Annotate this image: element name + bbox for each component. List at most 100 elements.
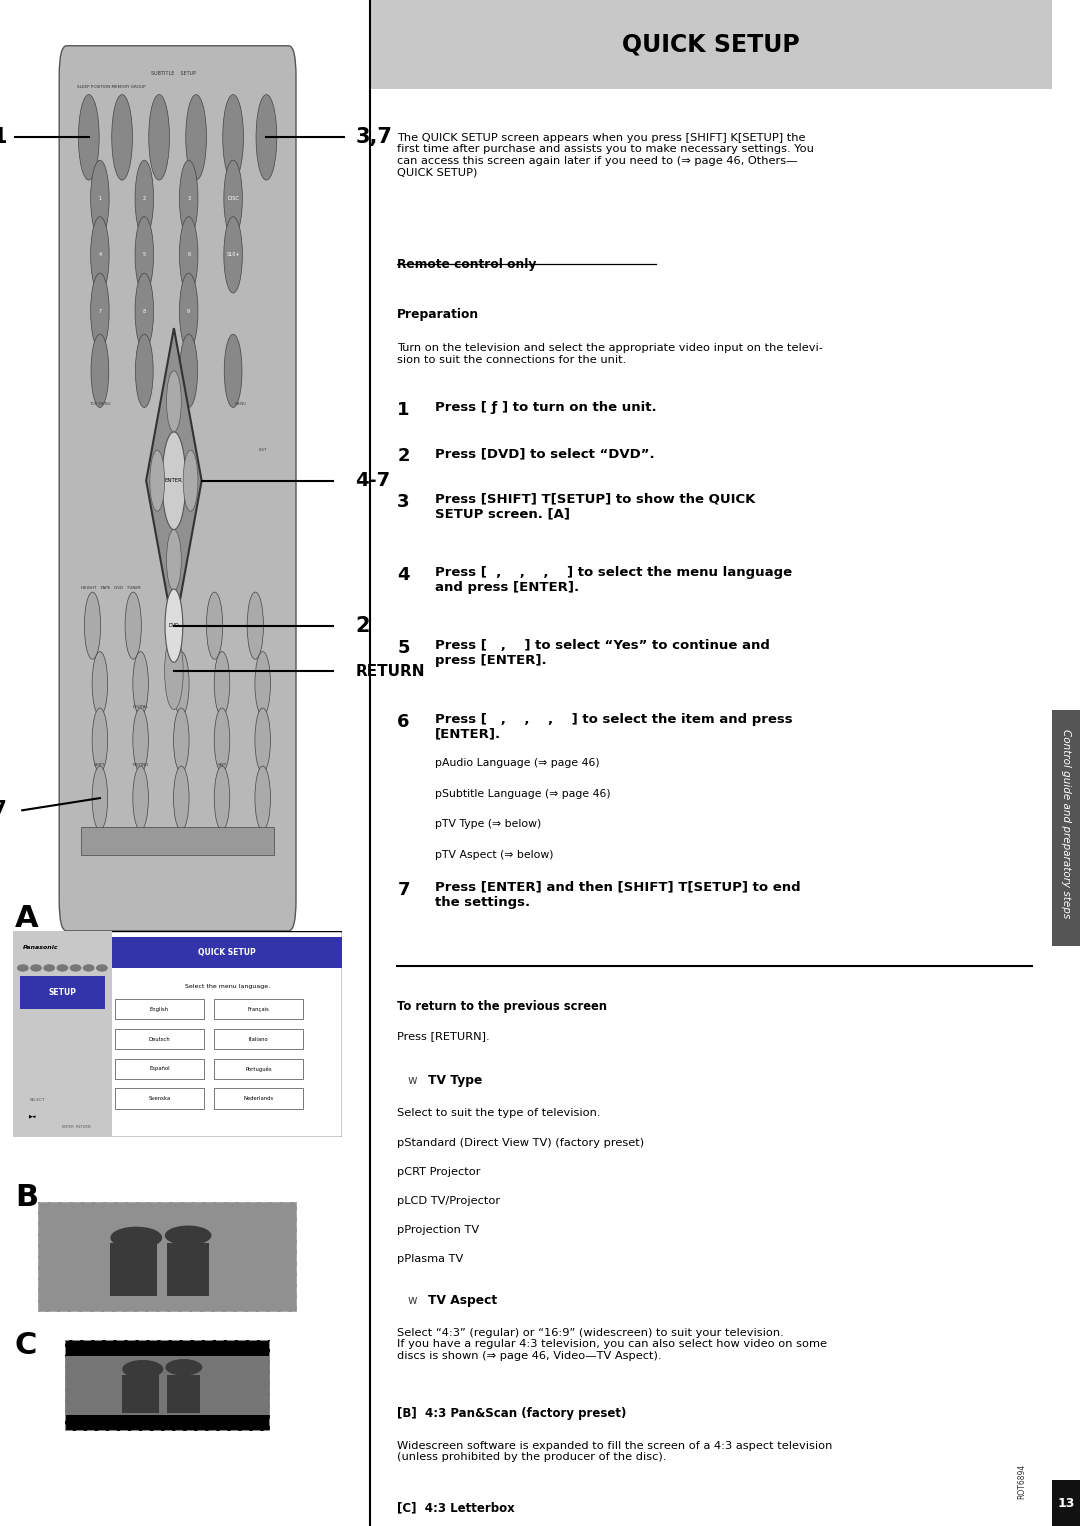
Text: pSubtitle Language (⇒ page 46): pSubtitle Language (⇒ page 46) [435,789,610,800]
Text: To return to the previous screen: To return to the previous screen [397,1000,607,1013]
Circle shape [135,334,153,407]
Circle shape [84,592,100,659]
Circle shape [165,592,183,659]
Bar [167,1244,208,1296]
Text: Français: Français [247,1007,269,1012]
Text: Widescreen software is expanded to fill the screen of a 4:3 aspect television
(u: Widescreen software is expanded to fill … [397,1441,833,1462]
Text: Preparation: Preparation [397,308,480,322]
Text: 13: 13 [1057,1497,1075,1509]
Bar [110,1244,157,1296]
Text: 1: 1 [397,401,409,420]
Text: pStandard (Direct View TV) (factory preset): pStandard (Direct View TV) (factory pres… [397,1138,645,1149]
Bar [116,1000,204,1019]
Text: Nederlands: Nederlands [243,1096,273,1102]
Circle shape [184,450,198,511]
Circle shape [179,273,198,349]
Circle shape [111,95,133,180]
Circle shape [174,766,189,830]
Circle shape [91,273,109,349]
Circle shape [256,95,276,180]
Circle shape [255,708,270,772]
Circle shape [166,371,181,432]
Text: Select “4:3” (regular) or “16:9” (widescreen) to suit your television.
If you ha: Select “4:3” (regular) or “16:9” (widesc… [397,1328,827,1361]
Circle shape [91,217,109,293]
Text: Press [   ,    ,    ,    ] to select the item and press
[ENTER].: Press [ , , , ] to select the item and p… [435,713,793,740]
Text: pProjection TV: pProjection TV [397,1225,480,1236]
Text: SELECT: SELECT [29,1097,45,1102]
Text: Control guide and preparatory steps: Control guide and preparatory steps [1061,729,1071,919]
Circle shape [164,633,184,710]
Circle shape [135,217,153,293]
Bar [1052,1480,1080,1526]
Bar [214,1088,302,1109]
Text: Svenska: Svenska [148,1096,171,1102]
Text: A: A [15,903,39,934]
Text: HEIGHT   TAPE   DVD   TUNER: HEIGHT TAPE DVD TUNER [81,586,140,589]
Circle shape [180,334,198,407]
Text: SKIP: SKIP [217,763,227,766]
Circle shape [224,160,242,237]
Circle shape [222,95,243,180]
Text: Press [ ƒ ] to turn on the unit.: Press [ ƒ ] to turn on the unit. [435,401,657,415]
Text: Turn on the television and select the appropriate video input on the televi-
sio: Turn on the television and select the ap… [397,343,823,365]
Circle shape [165,589,183,662]
Circle shape [125,592,141,659]
Circle shape [225,334,242,407]
Text: SETUP: SETUP [49,989,77,996]
Text: Press [RETURN].: Press [RETURN]. [397,1032,490,1042]
Text: 8: 8 [143,308,146,314]
Text: English: English [150,1007,170,1012]
Text: TV Type: TV Type [428,1074,483,1088]
Circle shape [224,217,242,293]
Text: TOP MENU: TOP MENU [89,403,111,406]
Text: 6: 6 [187,252,190,258]
Text: RETURN: RETURN [355,664,424,679]
Text: 3,7: 3,7 [0,800,8,821]
Text: Español: Español [149,1067,170,1071]
Text: Press [ENTER] and then [SHIFT] T[SETUP] to end
the settings.: Press [ENTER] and then [SHIFT] T[SETUP] … [435,881,800,908]
Text: pLCD TV/Projector: pLCD TV/Projector [397,1196,500,1207]
Text: 3: 3 [187,195,190,201]
Text: Press [SHIFT] T[SETUP] to show the QUICK
SETUP screen. [A]: Press [SHIFT] T[SETUP] to show the QUICK… [435,493,755,520]
Text: 4-7: 4-7 [355,472,390,490]
Text: MUTING: MUTING [133,763,149,766]
Text: pTV Type (⇒ below): pTV Type (⇒ below) [435,819,541,830]
Text: QUICK SETUP: QUICK SETUP [622,32,800,56]
FancyBboxPatch shape [59,46,296,931]
Text: 5: 5 [397,639,409,658]
Circle shape [92,708,108,772]
Bar [116,1029,204,1050]
Circle shape [247,592,264,659]
Bar [81,827,274,855]
Text: Deutsch: Deutsch [149,1036,171,1042]
Text: 2: 2 [397,447,409,465]
Circle shape [91,160,109,237]
Text: SHIFT: SHIFT [94,763,106,766]
Circle shape [43,964,55,972]
Circle shape [83,964,95,972]
Text: Press [   ,    ] to select “Yes” to continue and
press [ENTER].: Press [ , ] to select “Yes” to continue … [435,639,770,667]
Circle shape [179,217,198,293]
Circle shape [56,964,68,972]
Bar [1052,710,1080,946]
Text: DISC: DISC [227,195,239,201]
Bar [116,1059,204,1079]
Text: 4: 4 [397,566,409,584]
Circle shape [17,964,29,972]
Text: pAudio Language (⇒ page 46): pAudio Language (⇒ page 46) [435,758,599,769]
Circle shape [214,766,230,830]
Circle shape [150,450,164,511]
Text: LIST: LIST [259,449,268,452]
Bar [13,931,112,1137]
Circle shape [92,652,108,716]
Text: Italiano: Italiano [248,1036,268,1042]
Text: 5: 5 [143,252,146,258]
Circle shape [165,1225,212,1245]
Circle shape [186,95,206,180]
Text: 7: 7 [98,308,102,314]
Circle shape [133,766,148,830]
Circle shape [162,432,186,530]
Text: 1: 1 [0,127,8,148]
Circle shape [255,766,270,830]
Circle shape [110,1227,162,1248]
